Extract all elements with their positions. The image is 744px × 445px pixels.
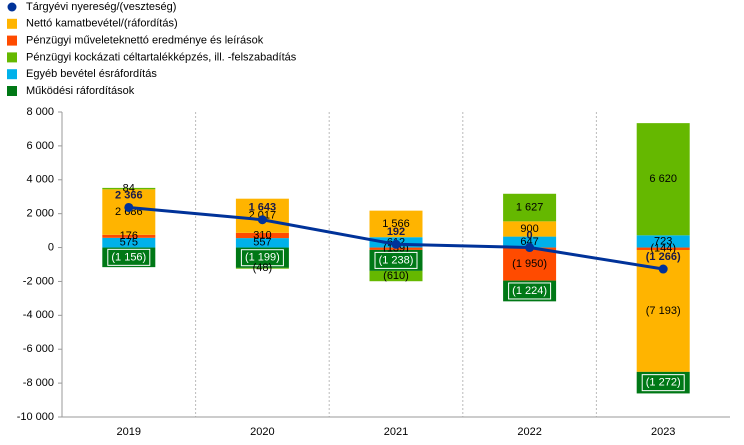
legend-label: Pénzügyi műveleteknettó eredménye és leí… [26,35,264,47]
label-box [107,248,151,266]
y-tick-label: 0 [48,241,54,253]
data-label: (48) [253,262,273,274]
legend-marker [7,52,17,63]
x-tick-label: 2022 [517,426,541,438]
legend-label: Működési ráfordítások [26,85,135,97]
line-point [658,264,668,274]
data-label: 575 [120,237,138,249]
data-label: (1 950) [512,258,547,270]
legend-label: Pénzügyi kockázati céltartalékképzés, il… [26,51,297,63]
line-label: 0 [527,229,533,241]
y-tick-label: -8 000 [23,377,54,389]
x-tick-label: 2021 [384,426,408,438]
legend-label: Egyéb bevétel ésráfordítás [26,68,157,80]
legend-label: Nettó kamatbevétel/(ráfordítás) [26,18,178,30]
data-label: (1 272) [646,377,681,389]
y-tick-label: -4 000 [23,309,54,321]
data-label: (610) [383,270,409,282]
bar-segment [636,247,690,250]
x-tick-label: 2023 [651,426,675,438]
data-label: (1 156) [111,251,146,263]
data-label: 647 [520,236,538,248]
bar-segment [503,193,557,222]
data-label: 6 620 [649,173,677,185]
line-point [391,239,401,249]
label-box [240,249,284,267]
line-label: (1 266) [646,251,681,263]
data-label: (7 193) [646,305,681,317]
data-label: (1 224) [512,285,547,297]
bar-segment [102,234,156,238]
bar-segment [369,270,423,282]
bar-segment [636,123,690,236]
y-tick-label: 2 000 [26,208,54,220]
bar-segment [636,235,690,248]
data-label: (1 199) [245,252,280,264]
legend-marker [7,86,17,96]
y-tick-label: -10 000 [17,411,54,423]
bar-segment [503,221,557,237]
data-label: 84 [123,183,135,195]
legend-marker [7,2,17,12]
bar-segment [503,236,557,248]
legend-marker [7,69,17,80]
data-label: 723 [654,235,672,247]
line-point [525,243,535,253]
y-tick-label: -6 000 [23,343,54,355]
line-label: 192 [387,226,405,238]
line-point [124,202,134,212]
bar-segment [503,247,557,281]
data-label: (144) [650,243,676,255]
data-label: 310 [253,229,271,241]
line-label: 1 643 [249,202,277,214]
label-box [374,251,418,269]
y-tick-label: 6 000 [26,140,54,152]
bar-segment [235,267,289,269]
legend-marker [7,35,17,46]
x-tick-label: 2019 [117,426,141,438]
label-box [508,282,552,300]
y-tick-label: -2 000 [23,275,54,287]
data-label: 176 [120,230,138,242]
bar-segment [235,232,289,239]
data-label: 900 [520,223,538,235]
line-label: 2 366 [115,189,143,201]
label-box [641,374,685,392]
line-point [257,215,267,225]
bar-segment [102,189,156,235]
bar-segment [235,238,289,248]
legend-marker [7,18,17,29]
bar-segment [102,187,156,190]
legend-label: Tárgyévi nyereség/(veszteség) [26,1,176,13]
data-label: (1 238) [379,254,414,266]
y-tick-label: 4 000 [26,174,54,186]
data-label: 1 627 [516,201,544,213]
data-label: 1 566 [382,218,410,230]
data-label: 557 [253,237,271,249]
y-tick-label: 8 000 [26,106,54,118]
bar-segment [369,210,423,238]
bar-segment [102,237,156,248]
x-tick-label: 2020 [250,426,274,438]
